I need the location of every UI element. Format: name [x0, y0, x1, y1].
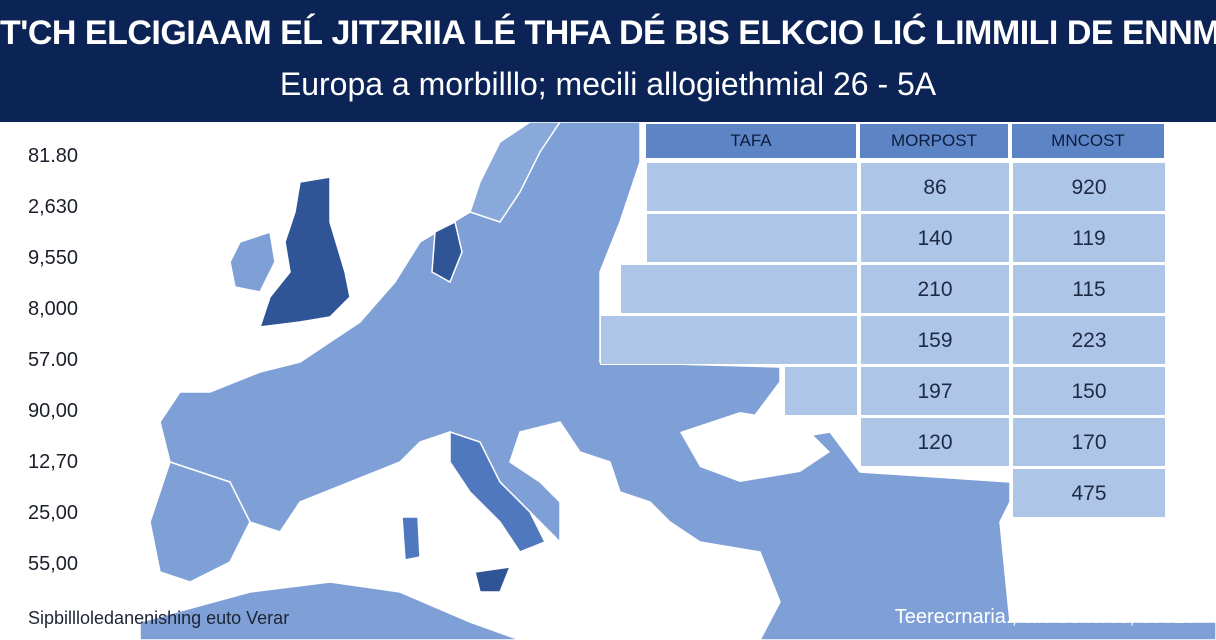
scale-tick: 12,70 — [28, 451, 79, 473]
footer-source: Sipbillloledanenishing euto Verar — [28, 608, 290, 628]
table-header-tafa: TAFA — [646, 124, 858, 158]
table-cell-empty — [646, 162, 858, 212]
table-cell: 115 — [1012, 264, 1166, 314]
footer-credit: Teerecrnaria., cile bernves, 59018 — [894, 606, 1196, 628]
table-cell: 120 — [860, 417, 1010, 467]
table-cell: 119 — [1012, 213, 1166, 263]
sicily-landmass — [474, 566, 512, 593]
north-africa-landmass — [139, 581, 521, 640]
map-subtitle: Europa a morbilllo; mecili allogiethmial… — [279, 66, 937, 102]
europe-map — [0, 122, 1216, 640]
scandinavia-landmass — [469, 122, 561, 223]
scale-tick: 8,000 — [28, 298, 79, 320]
table-cell-empty — [646, 213, 858, 263]
map-svg — [139, 122, 1216, 640]
table-cell: 150 — [1012, 366, 1166, 416]
black-sea — [680, 412, 830, 482]
scale-tick: 55,00 — [28, 553, 79, 575]
table-cell: 197 — [860, 366, 1010, 416]
scale-tick: 25,00 — [28, 502, 79, 524]
table-cell-empty — [784, 366, 858, 416]
table-header-mncost: MNCOST — [1012, 124, 1166, 158]
header-banner: T'CH ELCIGIAAM EĹ JITZRIIA LÉ THFA DÉ BI… — [0, 0, 1216, 122]
table-cell-empty — [620, 264, 858, 314]
scale-tick: 90,00 — [28, 400, 79, 422]
table-cell: 475 — [1012, 468, 1166, 518]
sardinia-landmass — [401, 516, 421, 561]
map-title: T'CH ELCIGIAAM EĹ JITZRIIA LÉ THFA DÉ BI… — [0, 14, 1216, 52]
ireland-landmass — [229, 231, 276, 293]
table-cell: 920 — [1012, 162, 1166, 212]
italy-landmass — [449, 430, 547, 553]
table-cell: 159 — [860, 315, 1010, 365]
scale-tick: 2,630 — [28, 196, 79, 218]
scale-tick: 57.00 — [28, 349, 79, 371]
table-cell-empty — [600, 315, 858, 365]
great-britain-landmass — [258, 176, 351, 328]
table-cell: 86 — [860, 162, 1010, 212]
table-cell: 210 — [860, 264, 1010, 314]
iberia-landmass — [149, 461, 251, 583]
denmark-landmass — [431, 220, 463, 284]
continental-europe-landmass — [159, 122, 1216, 640]
scale-tick: 9,550 — [28, 247, 79, 269]
table-cell: 140 — [860, 213, 1010, 263]
table-header-morpost: MORPOST — [860, 124, 1010, 158]
scale-tick: 81.80 — [28, 145, 79, 167]
table-cell: 170 — [1012, 417, 1166, 467]
table-cell: 223 — [1012, 315, 1166, 365]
